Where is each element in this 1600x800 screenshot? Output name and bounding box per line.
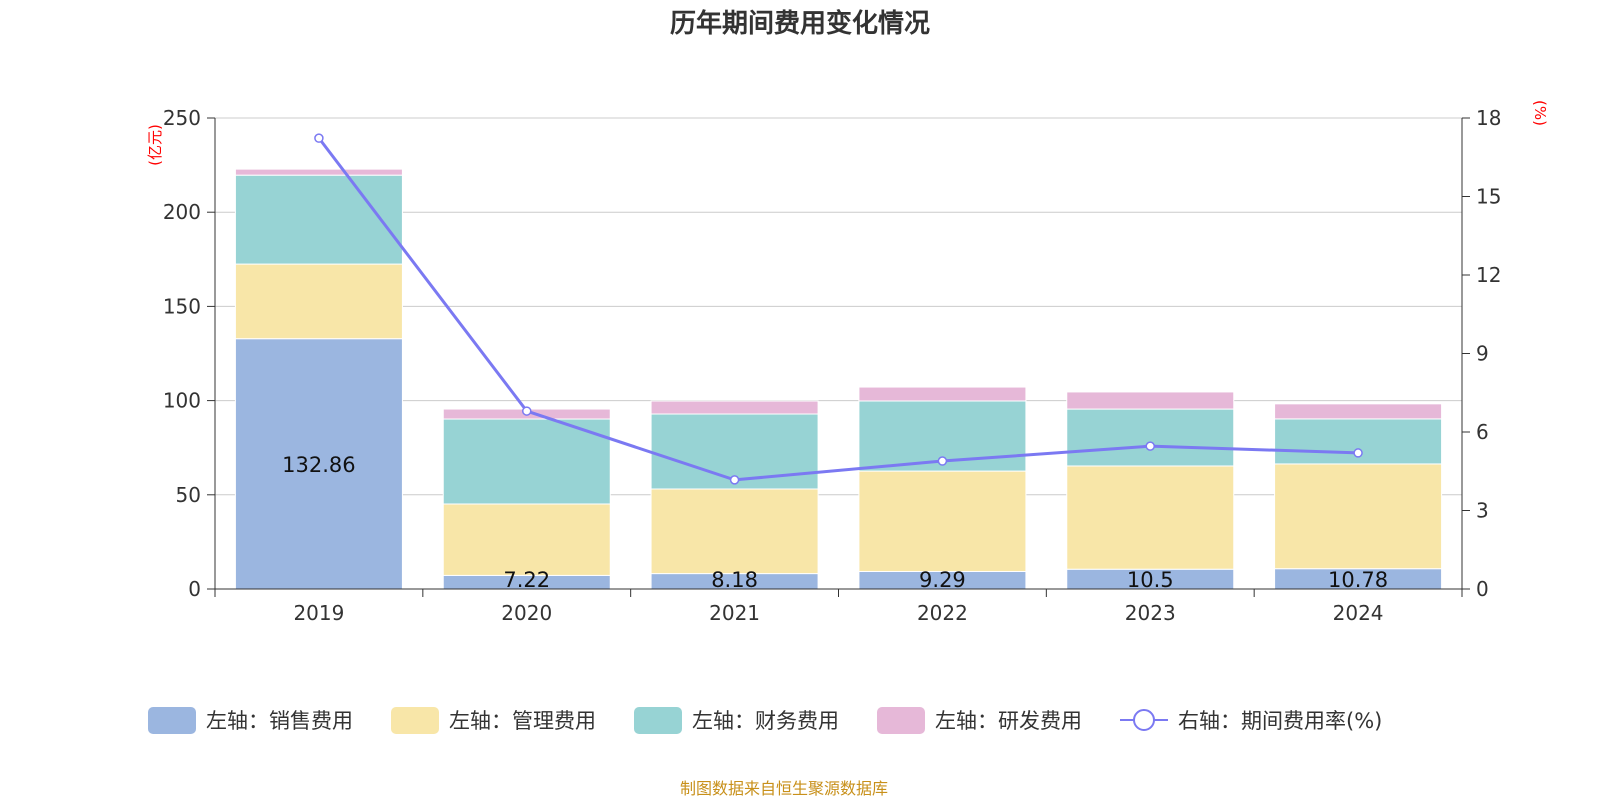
right-axis-label: (%) (1531, 100, 1549, 126)
x-tick-label: 2021 (709, 601, 760, 625)
bar-data-label: 8.18 (711, 568, 758, 592)
legend-label: 左轴：研发费用 (935, 709, 1082, 733)
legend-swatch (877, 707, 925, 734)
legend-label: 左轴：财务费用 (692, 709, 839, 733)
left-tick-label: 250 (163, 106, 201, 130)
rate-point (522, 406, 532, 416)
rate-point (937, 456, 948, 466)
bar-data-label: 10.5 (1127, 568, 1174, 592)
right-tick-label: 9 (1476, 342, 1489, 366)
x-tick-label: 2020 (501, 601, 552, 625)
left-tick-label: 50 (176, 483, 201, 507)
rate-point (1353, 448, 1363, 458)
bar-segment (1066, 408, 1235, 467)
rate-point (314, 133, 324, 143)
legend-swatch (148, 707, 196, 734)
rate-line (317, 137, 1359, 482)
bar-segment (442, 503, 611, 576)
bar-segment (858, 470, 1027, 572)
right-tick-label: 15 (1476, 185, 1501, 209)
legend-swatch (634, 707, 682, 734)
legend-label: 左轴：销售费用 (206, 709, 353, 733)
x-tick-label: 2024 (1333, 601, 1384, 625)
bar-segment (1274, 403, 1443, 420)
rate-point (729, 475, 740, 485)
x-tick-label: 2023 (1125, 601, 1176, 625)
right-tick-label: 6 (1476, 420, 1489, 444)
right-tick-label: 12 (1476, 263, 1501, 287)
bar-data-label: 132.86 (282, 453, 355, 477)
x-tick-label: 2019 (293, 601, 344, 625)
bar-segment (650, 488, 819, 575)
left-axis-label: (亿元) (146, 124, 164, 166)
bar-segment (442, 418, 611, 505)
bar-segment (858, 386, 1027, 402)
bar-segment (234, 168, 403, 176)
bar-data-label: 7.22 (503, 568, 550, 592)
right-tick-label: 3 (1476, 499, 1489, 523)
bar-segment (1066, 465, 1235, 570)
bar-segment (234, 174, 403, 265)
bar-data-label: 9.29 (919, 568, 966, 592)
left-tick-label: 100 (163, 389, 201, 413)
legend-label: 右轴：期间费用率(%) (1178, 709, 1382, 733)
bar-segment (1066, 391, 1235, 410)
left-tick-label: 200 (163, 200, 201, 224)
x-tick-label: 2022 (917, 601, 968, 625)
legend-swatch (391, 707, 439, 734)
legend-label: 左轴：管理费用 (449, 709, 596, 733)
left-tick-label: 0 (188, 577, 201, 601)
bar-segment (1274, 463, 1443, 570)
chart-title: 历年期间费用变化情况 (670, 8, 930, 39)
bar-segment (234, 263, 403, 340)
bar-segment (650, 400, 819, 415)
right-tick-label: 18 (1476, 106, 1501, 130)
source-note: 制图数据来自恒生聚源数据库 (680, 779, 888, 798)
legend-marker (1133, 709, 1155, 731)
left-tick-label: 150 (163, 294, 201, 318)
right-tick-label: 0 (1476, 577, 1489, 601)
bar-data-label: 10.78 (1328, 568, 1388, 592)
rate-point (1145, 441, 1155, 451)
